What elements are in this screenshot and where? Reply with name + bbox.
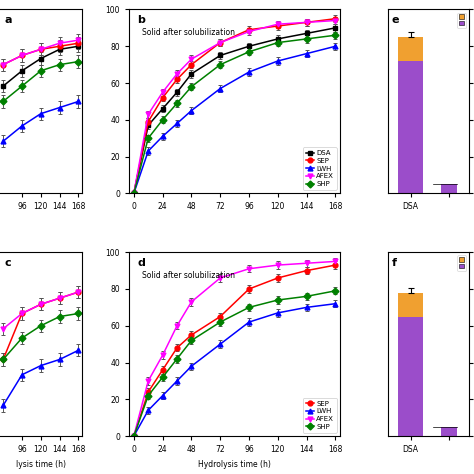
Bar [441, 427, 456, 436]
Text: d: d [137, 258, 146, 268]
Legend: DSA, SEP, LWH, AFEX, SHP: DSA, SEP, LWH, AFEX, SHP [303, 147, 337, 190]
Text: a: a [4, 15, 11, 25]
Bar [398, 292, 423, 317]
Legend: , : , [457, 255, 466, 271]
Text: e: e [392, 15, 399, 25]
Text: f: f [392, 258, 397, 268]
Text: Solid after solubilization: Solid after solubilization [142, 271, 235, 280]
Text: b: b [137, 15, 146, 25]
Bar [398, 61, 423, 193]
Bar [441, 184, 456, 193]
Legend: , : , [457, 13, 466, 28]
Bar [398, 37, 423, 61]
Text: Solid after solubilization: Solid after solubilization [142, 28, 235, 37]
Legend: SEP, LWH, AFEX, SHP: SEP, LWH, AFEX, SHP [303, 398, 337, 433]
Text: c: c [4, 258, 11, 268]
Bar [398, 317, 423, 436]
X-axis label: Hydrolysis time (h): Hydrolysis time (h) [198, 460, 271, 469]
X-axis label: lysis time (h): lysis time (h) [16, 460, 66, 469]
